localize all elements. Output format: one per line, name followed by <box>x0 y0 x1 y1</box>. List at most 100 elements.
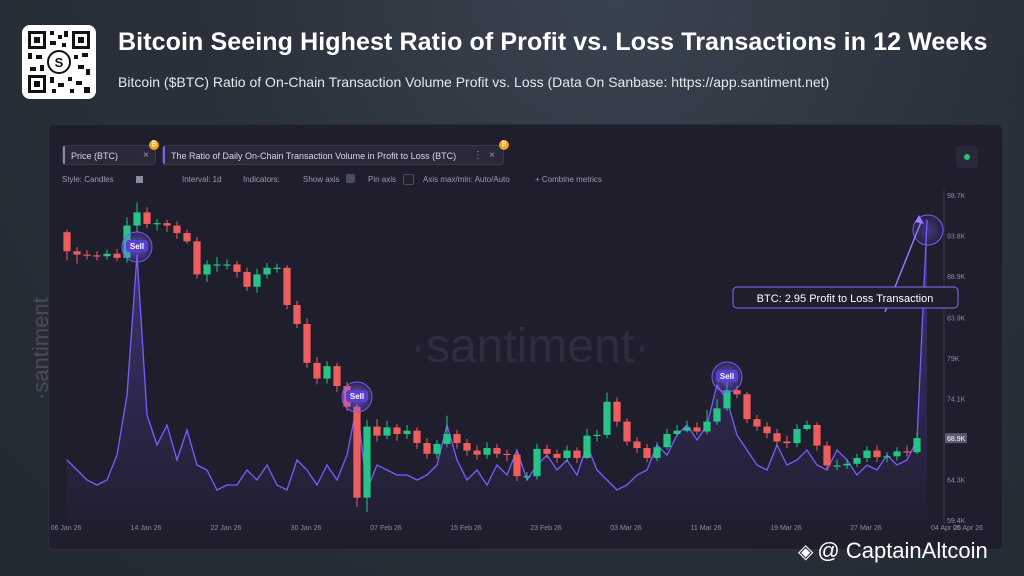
candle-body <box>783 441 791 444</box>
ratio-point <box>786 464 788 466</box>
sell-label-bg <box>346 390 368 402</box>
ratio-point <box>346 454 348 456</box>
candle-body <box>73 251 81 255</box>
axis-minmax-selector[interactable]: Axis max/min: Auto/Auto <box>423 175 510 184</box>
ratio-point <box>796 459 798 461</box>
metric-label: Price (BTC) <box>71 151 118 161</box>
candle-body <box>113 253 121 258</box>
ratio-point <box>516 449 518 451</box>
ratio-point <box>206 469 208 471</box>
ratio-point <box>826 469 828 471</box>
show-axis-toggle[interactable]: Show axis <box>303 175 340 184</box>
color-swatch[interactable] <box>136 176 143 183</box>
combine-metrics-button[interactable]: + Combine metrics <box>535 175 602 184</box>
candle-body <box>513 454 521 477</box>
candle-body <box>693 427 701 432</box>
y-tick-label: 79K <box>947 356 960 363</box>
candle-body <box>333 366 341 387</box>
settings-dot-button[interactable] <box>956 146 978 168</box>
candle-body <box>313 362 321 379</box>
ratio-point <box>416 479 418 481</box>
candle-body <box>463 443 471 451</box>
candle-body <box>483 448 491 455</box>
ratio-point <box>596 469 598 471</box>
candle-body <box>243 271 251 287</box>
ratio-point <box>626 484 628 486</box>
close-icon[interactable]: × <box>489 150 495 161</box>
candle-body <box>383 427 391 436</box>
candle-body <box>423 443 431 454</box>
ratio-point <box>166 424 168 426</box>
status-dot-icon <box>964 154 970 160</box>
candle-body <box>853 457 861 464</box>
y-tick-label: 83.9K <box>947 315 966 322</box>
candle-body <box>763 426 771 434</box>
x-tick-label: 22 Jan 26 <box>211 525 242 532</box>
candle-body <box>453 433 461 444</box>
ratio-point <box>376 464 378 466</box>
style-selector[interactable]: Style: Candles <box>62 175 114 184</box>
x-tick-label: 15 Feb 26 <box>450 525 482 532</box>
sell-label-bg <box>126 240 148 252</box>
binance-icon: ◈ <box>798 541 814 563</box>
candle-body <box>413 430 421 444</box>
metric-chip-ratio[interactable]: The Ratio of Daily On-Chain Transaction … <box>162 140 509 165</box>
ratio-point <box>836 449 838 451</box>
candle-body <box>433 443 441 454</box>
candle-body <box>643 448 651 458</box>
candle-body <box>893 451 901 457</box>
candle-body <box>153 223 161 225</box>
interval-selector[interactable]: Interval: 1d <box>182 175 222 184</box>
ratio-point <box>436 464 438 466</box>
more-icon[interactable]: ⋮ <box>473 150 483 161</box>
pin-axis-checkbox[interactable] <box>403 174 414 185</box>
ratio-point <box>816 464 818 466</box>
ratio-point <box>906 459 908 461</box>
candle-body <box>363 426 371 498</box>
pin-axis-toggle[interactable]: Pin axis <box>368 175 397 184</box>
candle-body <box>583 435 591 458</box>
ratio-point <box>76 469 78 471</box>
y-tick-label: 98.7K <box>947 193 966 200</box>
indicators-selector[interactable]: Indicators: <box>243 175 280 184</box>
candle-body <box>393 427 401 434</box>
candle-body <box>653 447 661 458</box>
show-axis-checkbox[interactable] <box>346 174 355 183</box>
ratio-point <box>426 474 428 476</box>
sell-label: Sell <box>720 372 734 381</box>
candle-body <box>263 267 271 275</box>
watermark: ·santiment· <box>410 320 650 373</box>
candle-body <box>323 366 331 379</box>
ratio-point <box>106 479 108 481</box>
metric-chip-price[interactable]: Price (BTC) × ₿ <box>62 140 159 165</box>
candle-body <box>233 264 241 272</box>
ratio-point <box>506 474 508 476</box>
ratio-point <box>486 484 488 486</box>
ratio-point <box>266 464 268 466</box>
candle-body <box>673 430 681 434</box>
ratio-point <box>766 469 768 471</box>
ratio-point <box>126 394 128 396</box>
candle-body <box>173 225 181 234</box>
candle-body <box>143 212 151 224</box>
callout-box <box>732 286 959 309</box>
candle-body <box>723 390 731 409</box>
y-tick-label: 93.8K <box>947 234 966 241</box>
footer-text: @ CaptainAltcoin <box>817 538 988 563</box>
ratio-point <box>246 469 248 471</box>
bitcoin-badge-icon: ₿ <box>149 140 159 150</box>
ratio-point <box>406 474 408 476</box>
y-tick-label: 88.9K <box>947 274 966 281</box>
ratio-point <box>866 464 868 466</box>
ratio-point <box>286 489 288 491</box>
candle-body <box>683 427 691 431</box>
ratio-point <box>556 469 558 471</box>
candle-body <box>373 426 381 436</box>
x-tick-label: 19 Mar 26 <box>770 525 802 532</box>
candle-body <box>353 406 361 498</box>
current-price-label: 68.9K <box>947 436 966 443</box>
close-icon[interactable]: × <box>143 150 149 161</box>
candle-body <box>563 450 571 458</box>
ratio-point <box>636 474 638 476</box>
candle-body <box>533 448 541 477</box>
